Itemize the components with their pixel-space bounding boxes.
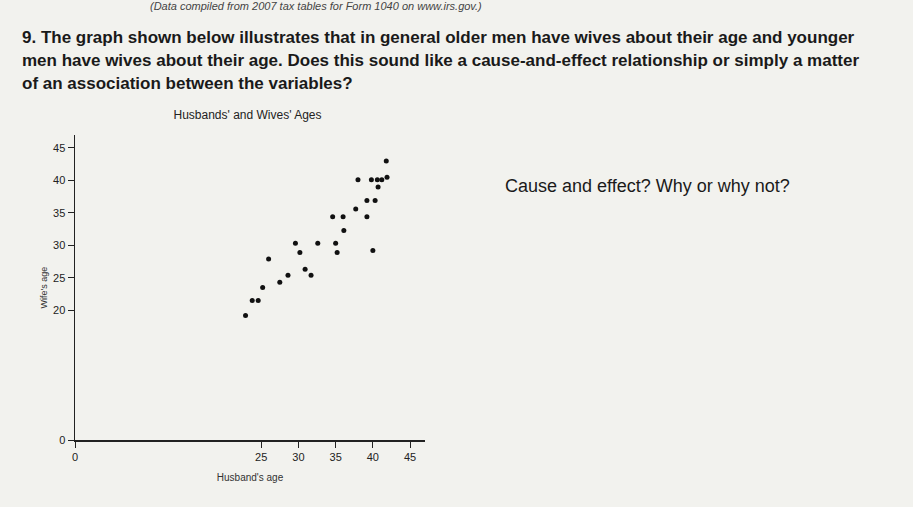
- svg-text:40: 40: [367, 451, 379, 463]
- svg-text:45: 45: [53, 142, 65, 154]
- html-text:9. The graph shown below illus: 9. The graph shown below illustrates tha…: [22, 28, 859, 93]
- svg-text:25: 25: [255, 451, 267, 463]
- svg-text:35: 35: [330, 451, 342, 463]
- svg-text:20: 20: [53, 304, 65, 316]
- svg-text:0: 0: [72, 451, 78, 463]
- svg-text:30: 30: [53, 239, 65, 251]
- svg-text:Husbands' and Wives' Ages: Husbands' and Wives' Ages: [174, 108, 322, 122]
- html-text:(Data compiled from 2007 tax t: (Data compiled from 2007 tax tables for …: [150, 0, 482, 12]
- svg-text:25: 25: [53, 272, 65, 284]
- svg-text:Wife's age: Wife's age: [39, 267, 49, 309]
- svg-text:30: 30: [292, 451, 304, 463]
- svg-text:40: 40: [53, 174, 65, 186]
- svg-text:0: 0: [59, 434, 65, 446]
- html-text:Cause and effect? Why or why n: Cause and effect? Why or why not?: [505, 176, 790, 196]
- svg-text:35: 35: [53, 207, 65, 219]
- svg-text:45: 45: [404, 451, 416, 463]
- svg-text:Husband's age: Husband's age: [217, 472, 284, 483]
